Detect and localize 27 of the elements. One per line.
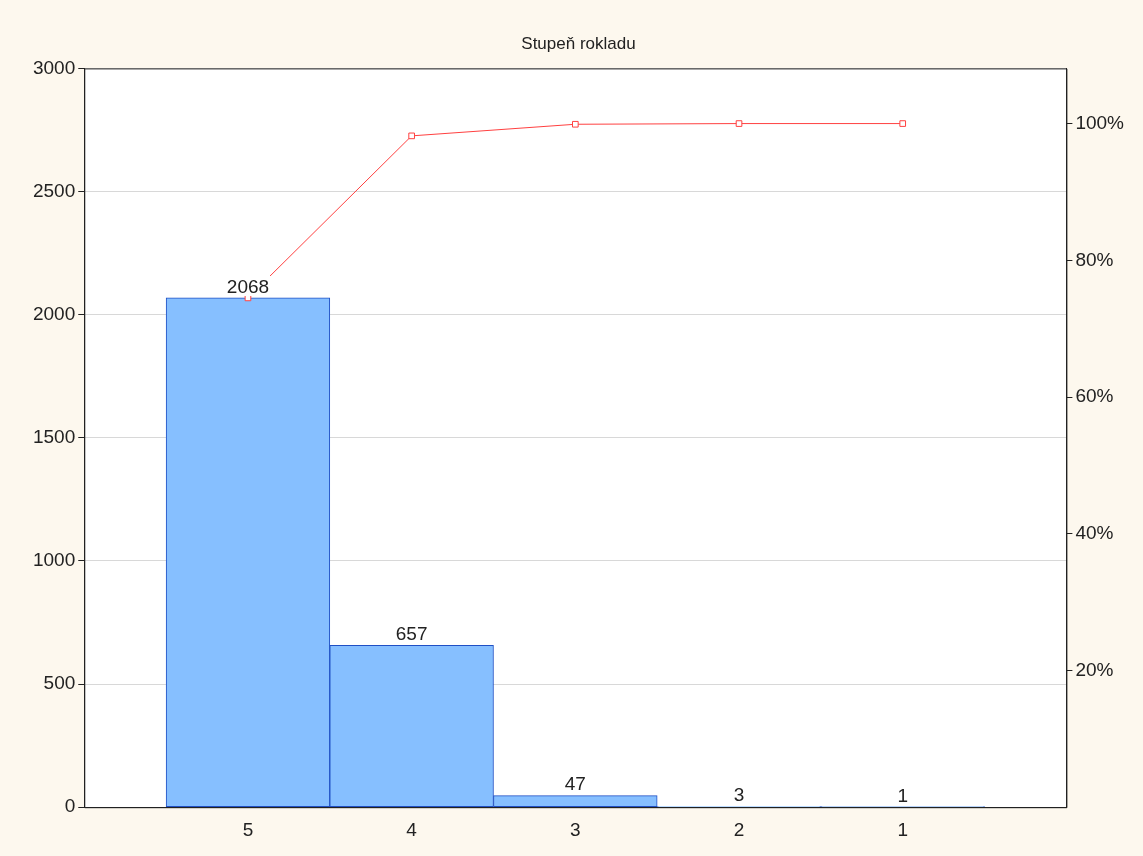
data-label: 3 bbox=[733, 784, 745, 806]
data-label: 1 bbox=[897, 784, 908, 806]
y-tick-label: 2500 bbox=[32, 179, 76, 201]
data-label: 2068 bbox=[226, 275, 270, 297]
data-label: 47 bbox=[564, 773, 586, 795]
y-tick-label: 1000 bbox=[32, 549, 76, 571]
point bbox=[735, 120, 743, 127]
point bbox=[899, 120, 907, 127]
chart-title: Stupeň rokladu bbox=[521, 33, 636, 53]
x-tick-label: 3 bbox=[570, 818, 581, 840]
y-tick-label: 1500 bbox=[32, 426, 76, 448]
y2-tick-label: 100% bbox=[1075, 111, 1125, 133]
y2-tick-label: 20% bbox=[1075, 658, 1114, 680]
y-tick-label: 3000 bbox=[32, 56, 76, 78]
data-label: 657 bbox=[395, 623, 428, 645]
x-tick-label: 2 bbox=[733, 818, 745, 840]
x-tick-label: 1 bbox=[897, 818, 908, 840]
point bbox=[408, 132, 415, 140]
y-tick-label: 2000 bbox=[32, 302, 76, 324]
y2-tick-label: 80% bbox=[1075, 248, 1114, 270]
point bbox=[572, 120, 579, 128]
x-tick-label: 4 bbox=[406, 818, 418, 840]
y2-tick-label: 60% bbox=[1075, 385, 1114, 407]
x-tick-label: 5 bbox=[242, 818, 254, 840]
y-tick-label: 0 bbox=[64, 795, 76, 817]
y-tick-label: 500 bbox=[43, 672, 76, 694]
y2-tick-label: 40% bbox=[1075, 521, 1114, 543]
